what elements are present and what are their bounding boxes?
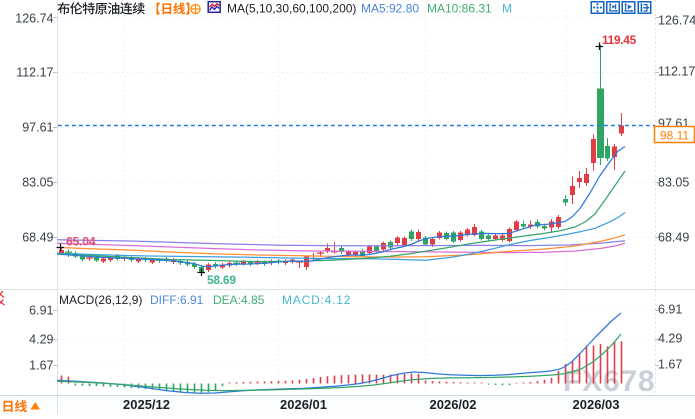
svg-text:68.49: 68.49 <box>658 231 689 245</box>
svg-text:83.05: 83.05 <box>658 176 689 190</box>
svg-text:2026/03: 2026/03 <box>573 397 620 412</box>
svg-text:1.67: 1.67 <box>29 359 53 373</box>
svg-text:DEA:4.85: DEA:4.85 <box>213 293 265 307</box>
svg-text:97.61: 97.61 <box>22 121 53 135</box>
svg-text:112.17: 112.17 <box>16 66 53 80</box>
svg-text:DIFF:6.91: DIFF:6.91 <box>150 293 204 307</box>
svg-text:4.29: 4.29 <box>658 332 682 346</box>
svg-text:6.91: 6.91 <box>29 304 53 318</box>
svg-text:112.17: 112.17 <box>658 65 695 79</box>
svg-text:119.45: 119.45 <box>602 33 637 47</box>
svg-text:MA(5,10,30,60,100,200): MA(5,10,30,60,100,200) <box>227 2 356 16</box>
svg-text:65.04: 65.04 <box>66 235 96 249</box>
svg-text:126.74: 126.74 <box>15 12 53 26</box>
svg-text:MA10:86.31: MA10:86.31 <box>427 2 492 16</box>
svg-text:58.69: 58.69 <box>207 273 236 287</box>
svg-text:68.49: 68.49 <box>22 231 53 245</box>
svg-text:2026/02: 2026/02 <box>430 397 477 412</box>
svg-text:2026/01: 2026/01 <box>280 397 327 412</box>
svg-text:2025/12: 2025/12 <box>123 397 170 412</box>
svg-text:83.05: 83.05 <box>22 176 53 190</box>
svg-text:FX678: FX678 <box>563 365 655 398</box>
svg-text:6.91: 6.91 <box>658 303 682 317</box>
svg-text:MACD:4.12: MACD:4.12 <box>282 293 351 307</box>
svg-text:MACD(26,12,9): MACD(26,12,9) <box>59 293 142 307</box>
svg-text:126.74: 126.74 <box>658 14 695 28</box>
svg-text:98.11: 98.11 <box>660 129 689 143</box>
svg-text:1.67: 1.67 <box>658 358 682 372</box>
svg-text:M: M <box>502 2 512 16</box>
svg-text:4.29: 4.29 <box>29 333 53 347</box>
svg-text:MA5:92.80: MA5:92.80 <box>361 2 419 16</box>
